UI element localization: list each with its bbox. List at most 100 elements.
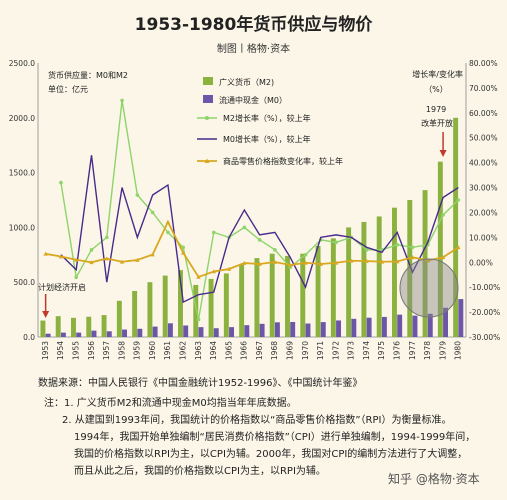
left-axis-unit-title: 货币供应量：M0和M2 bbox=[48, 70, 128, 80]
m2-bar bbox=[86, 316, 92, 337]
x-tick-label: 1974 bbox=[362, 341, 371, 360]
rpi-change-point bbox=[364, 258, 369, 263]
rpi-change-point bbox=[89, 260, 94, 265]
rpi-change-point bbox=[43, 251, 48, 256]
m0-bar bbox=[412, 315, 418, 337]
x-tick-label: 1968 bbox=[270, 341, 279, 360]
left-axis-unit: 单位：亿元 bbox=[48, 84, 88, 94]
watermark-stamp bbox=[399, 258, 459, 318]
x-tick-label: 1964 bbox=[209, 341, 218, 360]
m0-bar bbox=[336, 320, 342, 337]
m2-growth-point bbox=[150, 210, 155, 215]
rpi-change-point bbox=[242, 260, 247, 265]
m0-growth-line bbox=[60, 155, 459, 304]
rpi-change-point bbox=[211, 269, 216, 274]
data-source: 数据来源：中国人民银行《中国金融统计1952-1996》、《中国统计年鉴》 bbox=[38, 378, 363, 389]
annotation-reform: 改革开放 bbox=[421, 118, 453, 128]
right-tick-label: -10.00% bbox=[469, 283, 500, 292]
m2-bar bbox=[71, 317, 76, 337]
x-tick-label: 1976 bbox=[392, 341, 401, 360]
m2-bar bbox=[407, 200, 413, 337]
note-2: 2. 从建国到1993年间，我国统计的价格指数以“商品零售价格指数”（RPI）为… bbox=[62, 415, 452, 426]
rpi-change-point bbox=[456, 245, 461, 250]
x-tick-label: 1970 bbox=[301, 341, 310, 360]
annotation-year-1979: 1979 bbox=[426, 105, 446, 114]
right-tick-label: 10.00% bbox=[469, 233, 498, 242]
m0-bar bbox=[106, 331, 112, 337]
m0-bar bbox=[183, 325, 189, 337]
m2-growth-point bbox=[89, 248, 94, 252]
x-tick-label: 1972 bbox=[331, 341, 340, 360]
m2-growth-point bbox=[303, 253, 308, 257]
rpi-change-point bbox=[74, 257, 79, 262]
m0-bar bbox=[213, 328, 219, 337]
note-1: 注：1. 广义货币M2和流通中现金M0均指当年年底数据。 bbox=[44, 398, 297, 409]
legend-label-m0: 流通中现金（M0） bbox=[219, 95, 287, 105]
m2-growth-point bbox=[104, 235, 109, 240]
x-tick-label: 1980 bbox=[454, 341, 463, 360]
rpi-change-point bbox=[425, 258, 430, 263]
chart-title: 1953-1980年货币供应与物价 bbox=[134, 15, 373, 35]
chart-subtitle: 制图丨格物·资本 bbox=[216, 44, 291, 55]
m0-bar bbox=[320, 322, 326, 337]
m0-bar bbox=[137, 328, 143, 337]
m0-bar bbox=[229, 327, 235, 337]
x-tick-label: 1956 bbox=[87, 341, 96, 360]
right-axis-unit: （%） bbox=[424, 85, 448, 94]
m2-growth-point bbox=[410, 245, 415, 250]
m0-bar bbox=[290, 321, 296, 337]
m0-bar bbox=[443, 307, 449, 337]
m0-bar bbox=[45, 333, 51, 337]
m2-bar bbox=[346, 227, 352, 337]
x-tick-label: 1979 bbox=[438, 341, 447, 360]
m2-growth-point bbox=[242, 225, 247, 230]
legend-marker-m2-growth bbox=[205, 116, 209, 120]
watermark: 知乎 @格物·资本 bbox=[388, 472, 480, 486]
m2-bar bbox=[162, 275, 168, 337]
x-tick-label: 1967 bbox=[255, 341, 264, 360]
m2-bar bbox=[453, 117, 459, 337]
legend-marker-rpi bbox=[204, 158, 210, 163]
left-tick-label: 1000.0 bbox=[9, 223, 35, 232]
legend-label-rpi: 商品零售价格指数变化率，较上年 bbox=[223, 156, 343, 166]
rpi-change-point bbox=[165, 219, 171, 224]
rpi-change-point bbox=[333, 260, 339, 265]
note-3: 1994年，我国开始单独编制“居民消费价格指数”（CPI）进行单独编制，1994… bbox=[74, 432, 476, 443]
left-tick-label: 2000.0 bbox=[9, 114, 35, 123]
x-tick-label: 1959 bbox=[133, 341, 142, 360]
m2-growth-point bbox=[74, 275, 79, 280]
rpi-change-point bbox=[288, 262, 293, 267]
rpi-change-point bbox=[150, 252, 155, 257]
m0-bar bbox=[458, 299, 464, 337]
m2-bar bbox=[193, 284, 199, 337]
rpi-change-point bbox=[58, 254, 64, 259]
m0-bar bbox=[76, 332, 82, 337]
m2-growth-point bbox=[181, 245, 186, 250]
m0-bar bbox=[60, 332, 66, 337]
m2-growth-point bbox=[257, 238, 262, 242]
rpi-change-point bbox=[104, 256, 109, 261]
m0-bar bbox=[381, 316, 387, 337]
x-tick-label: 1969 bbox=[285, 341, 294, 360]
rpi-change-line bbox=[45, 219, 459, 279]
right-tick-label: 50.00% bbox=[469, 134, 498, 143]
m2-growth-point bbox=[395, 243, 400, 247]
m2-bar bbox=[300, 253, 306, 337]
m2-growth-point bbox=[120, 98, 124, 103]
rpi-change-point bbox=[119, 259, 125, 264]
left-tick-label: 1500.0 bbox=[9, 169, 35, 178]
right-tick-label: 70.00% bbox=[469, 84, 498, 93]
rpi-change-point bbox=[272, 259, 278, 264]
m2-bar bbox=[422, 190, 428, 337]
right-tick-label: -20.00% bbox=[469, 308, 500, 317]
rpi-change-point bbox=[395, 259, 400, 264]
right-tick-label: 20.00% bbox=[469, 208, 498, 217]
chart-svg: 0.0 500.0 1000.0 1500.0 2000.0 2500.0 80.00% 70… bbox=[9, 59, 501, 360]
x-tick-label: 1978 bbox=[423, 341, 432, 360]
m0-bar bbox=[427, 313, 433, 337]
right-tick-label: 30.00% bbox=[469, 184, 498, 193]
x-tick-label: 1961 bbox=[163, 341, 172, 360]
m2-bar bbox=[208, 278, 214, 337]
x-tick-label: 1954 bbox=[56, 341, 65, 360]
m2-bar bbox=[254, 258, 260, 337]
